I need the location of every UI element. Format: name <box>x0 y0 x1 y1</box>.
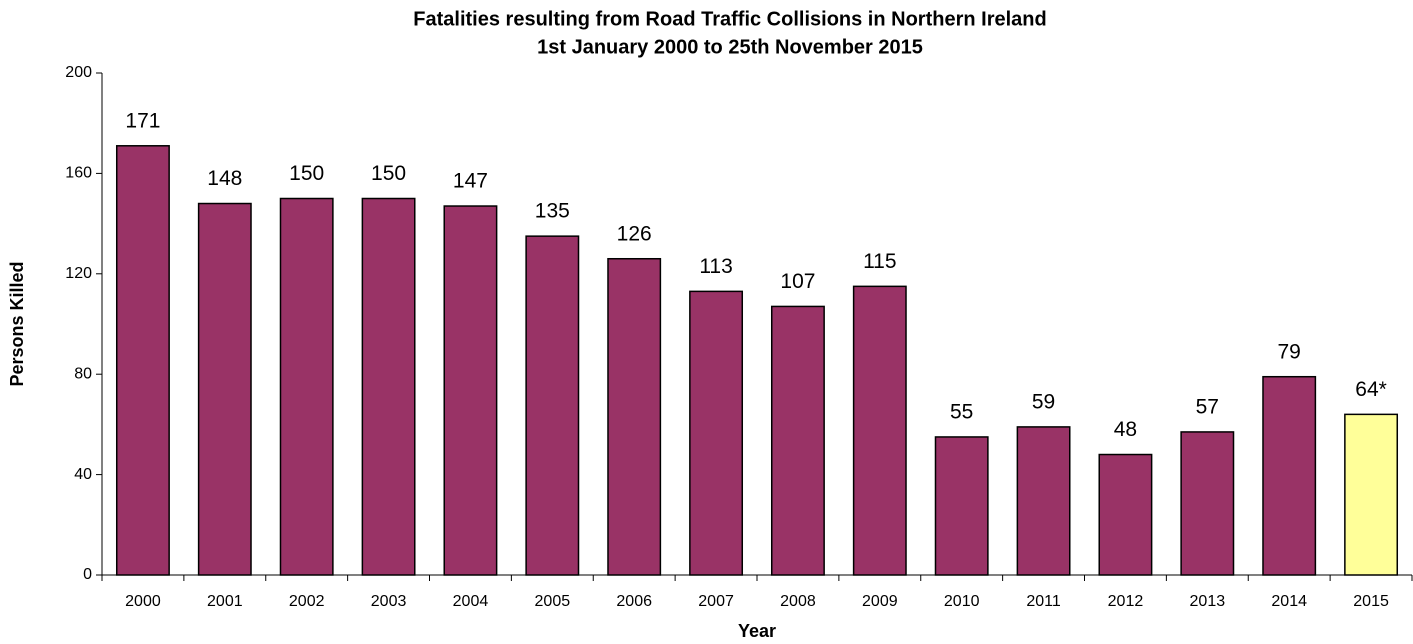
data-label: 126 <box>617 222 652 245</box>
data-label: 57 <box>1196 395 1219 418</box>
data-label: 148 <box>207 167 242 190</box>
bar <box>1098 453 1153 576</box>
bar <box>443 205 498 576</box>
x-tick-label: 2010 <box>944 593 980 610</box>
data-label: 113 <box>699 255 732 278</box>
x-tick-label: 2008 <box>780 593 816 610</box>
y-tick-label: 200 <box>65 64 92 81</box>
chart-subtitle: 1st January 2000 to 25th November 2015 <box>537 36 923 58</box>
bar <box>525 235 580 576</box>
bar <box>279 197 334 576</box>
bar <box>1016 426 1071 576</box>
x-tick-label: 2009 <box>862 593 898 610</box>
data-label: 79 <box>1278 340 1301 363</box>
x-tick-label: 2006 <box>616 593 652 610</box>
data-label: 55 <box>950 400 973 423</box>
data-label: 147 <box>453 170 488 193</box>
x-tick-label: 2002 <box>289 593 325 610</box>
data-label: 107 <box>780 270 815 293</box>
chart-title: Fatalities resulting from Road Traffic C… <box>413 8 1046 30</box>
x-tick-label: 2007 <box>698 593 734 610</box>
bar <box>115 145 170 576</box>
x-tick-label: 2012 <box>1108 593 1144 610</box>
y-tick-label: 40 <box>74 466 92 483</box>
data-label: 48 <box>1114 418 1137 441</box>
y-tick-label: 120 <box>65 265 92 282</box>
bar <box>197 202 252 576</box>
data-label: 64* <box>1355 378 1387 401</box>
data-label: 135 <box>535 200 570 223</box>
x-tick-label: 2000 <box>125 593 161 610</box>
bar <box>1180 431 1235 576</box>
bar <box>852 285 907 576</box>
data-label: 59 <box>1032 390 1055 413</box>
data-label: 150 <box>289 162 324 185</box>
data-label: 171 <box>125 109 160 132</box>
x-tick-label: 2005 <box>535 593 571 610</box>
x-tick-label: 2003 <box>371 593 407 610</box>
x-tick-label: 2004 <box>453 593 489 610</box>
bar <box>361 197 416 576</box>
x-axis-title: Year <box>738 621 776 641</box>
y-tick-label: 0 <box>83 566 92 583</box>
x-tick-label: 2011 <box>1026 593 1061 610</box>
bar <box>1262 375 1317 576</box>
x-tick-label: 2014 <box>1271 593 1307 610</box>
x-tick-label: 2013 <box>1190 593 1226 610</box>
y-tick-label: 160 <box>65 165 92 182</box>
y-tick-label: 80 <box>74 365 92 382</box>
bar <box>1344 413 1399 576</box>
bar <box>934 436 989 576</box>
data-label: 115 <box>863 250 896 273</box>
bar <box>607 257 662 576</box>
data-label: 150 <box>371 162 406 185</box>
y-axis-title: Persons Killed <box>7 261 27 386</box>
x-tick-label: 2001 <box>207 593 243 610</box>
bar <box>770 305 825 576</box>
bar <box>689 290 744 576</box>
x-tick-label: 2015 <box>1353 593 1389 610</box>
